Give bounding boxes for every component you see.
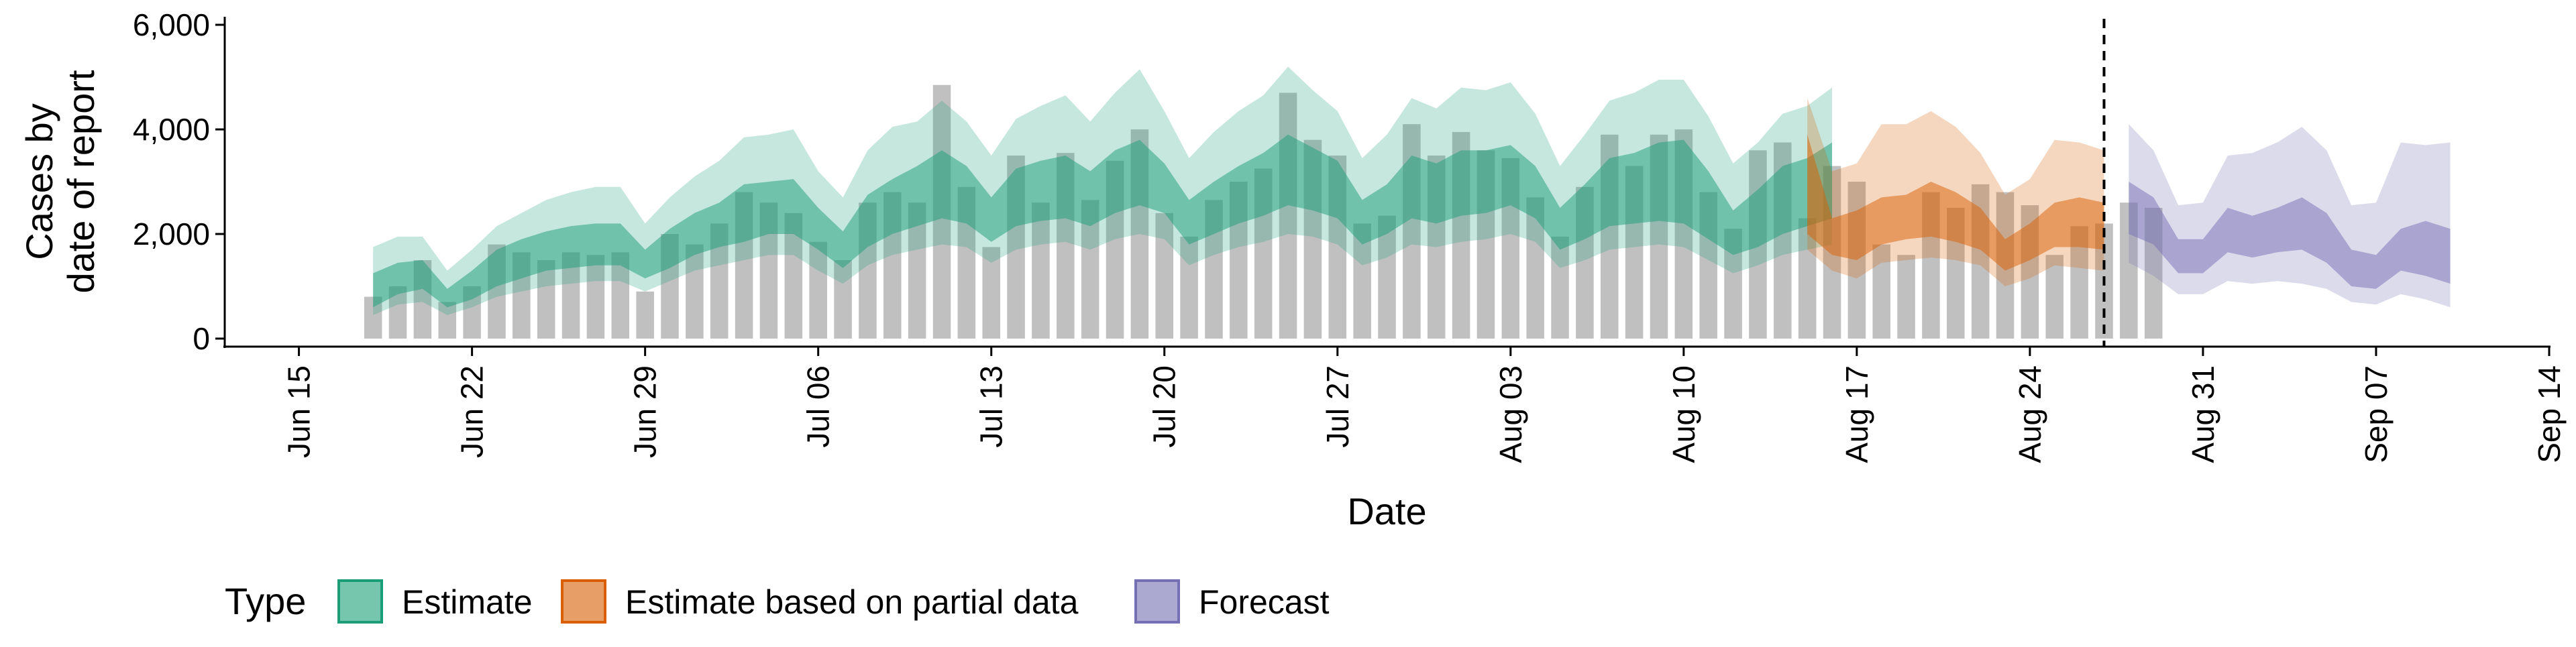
- x-tick-label: Jun 15: [282, 365, 317, 458]
- forecast-inner-band: [2129, 182, 2451, 289]
- estimate-inner-band: [373, 134, 1833, 308]
- bar: [1279, 93, 1297, 339]
- x-tick-label: Jun 22: [455, 365, 490, 458]
- bar: [2045, 255, 2064, 339]
- y-tick-label: 0: [193, 321, 210, 356]
- x-tick-label: Jun 29: [628, 365, 663, 458]
- legend-label: Forecast: [1199, 583, 1330, 621]
- legend-swatch: [337, 579, 383, 624]
- x-tick-label: Aug 24: [2012, 365, 2047, 463]
- y-axis-title-line: date of report: [60, 70, 102, 294]
- bands-layer: [373, 66, 2451, 315]
- x-tick-label: Aug 03: [1493, 365, 1528, 463]
- bar: [834, 260, 852, 339]
- legend-layer: Type Estimate Estimate based on partial da…: [225, 579, 1330, 624]
- y-tick-label: 4,000: [133, 112, 210, 147]
- bar: [809, 241, 827, 339]
- x-tick-label: Aug 17: [1839, 365, 1874, 463]
- x-tick-label: Jul 27: [1320, 365, 1355, 448]
- x-tick-label: Jul 13: [974, 365, 1009, 448]
- legend-swatch: [1134, 579, 1180, 624]
- y-tick-label: 2,000: [133, 217, 210, 251]
- bar: [1155, 213, 1174, 339]
- axes-layer: 0 2,000 4,000 6,000 Jun 15 Jun 22 Jun 29 Jul 06…: [18, 7, 2567, 532]
- bar: [1551, 236, 1569, 339]
- legend-label: Estimate based on partial data: [625, 583, 1079, 621]
- bar: [438, 302, 457, 339]
- bar: [982, 247, 1000, 339]
- x-tick-label: Jul 06: [801, 365, 836, 448]
- bar: [1872, 244, 1891, 339]
- bar: [586, 255, 605, 339]
- bar: [636, 291, 654, 339]
- legend-title: Type: [225, 580, 306, 622]
- bar: [686, 244, 704, 339]
- y-axis-title: Cases bydate of report: [18, 70, 102, 294]
- bar: [1032, 202, 1050, 339]
- x-tick-label: Aug 31: [2186, 365, 2220, 463]
- legend-swatch: [561, 579, 606, 624]
- bar: [1180, 236, 1198, 339]
- bar: [537, 260, 555, 339]
- y-axis-title-line: Cases by: [18, 103, 60, 259]
- y-tick-label: 6,000: [133, 7, 210, 42]
- x-tick-label: Jul 20: [1147, 365, 1182, 448]
- legend-label: Estimate: [402, 583, 533, 621]
- x-tick-label: Aug 10: [1666, 365, 1701, 463]
- x-tick-label: Sep 14: [2532, 365, 2567, 463]
- estimate-based-on-partial-data-inner-band: [1807, 134, 2104, 271]
- bar: [1897, 255, 1915, 339]
- x-tick-label: Sep 07: [2359, 365, 2394, 463]
- x-axis-title: Date: [1347, 490, 1426, 532]
